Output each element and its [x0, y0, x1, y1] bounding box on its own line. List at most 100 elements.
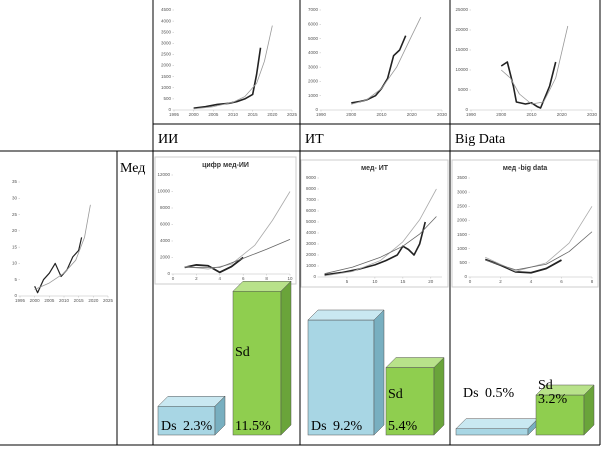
data-line: [34, 237, 83, 294]
data-line: [184, 256, 244, 274]
y-tick-label: 1000: [161, 85, 172, 90]
x-tick-label: 1990: [316, 112, 327, 117]
x-tick-label: 2015: [74, 298, 85, 303]
chart-frame: [451, 159, 599, 288]
y-tick-label: 10000: [157, 189, 170, 194]
bar-side: [280, 280, 292, 436]
x-tick-label: 0: [469, 279, 472, 284]
y-tick-label: 1500: [457, 232, 468, 237]
data-line: [324, 221, 427, 276]
data-line: [485, 206, 593, 272]
bar-value-label: 11.5%: [235, 419, 271, 434]
data-line: [500, 25, 569, 105]
y-tick-label: 3000: [457, 189, 468, 194]
y-tick-label: 0: [315, 107, 318, 112]
chart-frame: [300, 159, 449, 288]
column-label: ИИ: [158, 132, 178, 147]
bar-label: Sd: [388, 387, 403, 402]
x-tick-label: 6: [560, 279, 563, 284]
y-tick-label: 2000: [457, 218, 468, 223]
y-tick-label: 1500: [161, 74, 172, 79]
y-tick-label: 9000: [306, 175, 317, 180]
x-tick-label: 1995: [15, 298, 26, 303]
y-tick-label: 3000: [161, 41, 172, 46]
bar-side: [583, 384, 595, 436]
bar-top: [455, 418, 539, 429]
x-tick-label: 2030: [587, 112, 598, 117]
y-tick-label: 20: [12, 228, 18, 233]
chart-frame: [154, 156, 297, 285]
data-line: [184, 238, 291, 268]
y-tick-label: 4000: [306, 230, 317, 235]
y-tick-label: 1000: [308, 93, 319, 98]
bar-value-label: 9.2%: [333, 419, 363, 434]
x-tick-label: 2000: [189, 112, 200, 117]
y-tick-label: 10000: [455, 67, 468, 72]
data-line: [351, 35, 407, 104]
data-line: [184, 191, 291, 270]
x-tick-label: 2025: [103, 298, 114, 303]
bar-front: [157, 406, 216, 436]
chart-title: цифр мед-ИИ: [202, 162, 249, 169]
y-tick-label: 0: [464, 274, 467, 279]
bar-front: [232, 291, 282, 436]
row-label: Мед: [120, 161, 145, 176]
chart-title: мед- ИТ: [361, 165, 389, 172]
x-tick-label: 2010: [59, 298, 70, 303]
bar-value-label: 5.4%: [388, 419, 418, 434]
y-tick-label: 5000: [458, 87, 469, 92]
y-tick-label: 3500: [161, 29, 172, 34]
y-tick-label: 1000: [457, 246, 468, 251]
data-line: [193, 47, 262, 110]
x-tick-label: 2010: [228, 112, 239, 117]
y-tick-label: 2500: [161, 52, 172, 57]
y-tick-label: 12000: [157, 172, 170, 177]
y-tick-label: 5: [14, 277, 17, 282]
y-tick-label: 15: [12, 244, 18, 249]
y-tick-label: 15000: [455, 47, 468, 52]
x-tick-label: 2030: [437, 112, 448, 117]
bar-top: [157, 396, 226, 407]
data-line: [351, 16, 422, 105]
data-line: [485, 231, 593, 271]
bar-label: Sd: [235, 345, 250, 360]
x-tick-label: 2010: [526, 112, 537, 117]
x-tick-label: 2020: [267, 112, 278, 117]
x-tick-label: 2020: [88, 298, 99, 303]
bar-label: Ds: [463, 386, 479, 401]
y-tick-label: 2000: [160, 255, 171, 260]
y-tick-label: 5000: [308, 36, 319, 41]
x-tick-label: 1990: [466, 112, 477, 117]
x-tick-label: 2005: [44, 298, 55, 303]
y-tick-label: 10: [12, 261, 18, 266]
y-tick-label: 0: [313, 274, 316, 279]
y-tick-label: 25000: [455, 7, 468, 12]
y-tick-label: 4500: [161, 7, 172, 12]
x-tick-label: 2015: [248, 112, 259, 117]
y-tick-label: 3000: [308, 64, 319, 69]
x-tick-label: 1995: [169, 112, 180, 117]
y-tick-label: 2000: [308, 79, 319, 84]
x-tick-label: 2010: [376, 112, 387, 117]
data-line: [193, 25, 273, 110]
data-line: [324, 216, 437, 275]
bar-value-label: 2.3%: [183, 419, 213, 434]
y-tick-label: 3000: [306, 241, 317, 246]
x-tick-label: 4: [219, 276, 222, 281]
data-line: [34, 204, 91, 290]
chart-title: мед -big data: [503, 165, 548, 172]
y-tick-label: 0: [14, 293, 17, 298]
bar-front: [385, 367, 435, 436]
y-tick-label: 7000: [308, 7, 319, 12]
y-tick-label: 2000: [161, 63, 172, 68]
y-tick-label: 6000: [308, 21, 319, 26]
bar-top: [307, 309, 385, 321]
bar-side: [214, 395, 226, 436]
x-tick-label: 10: [287, 276, 293, 281]
x-tick-label: 20: [428, 279, 434, 284]
x-tick-label: 2005: [208, 112, 219, 117]
x-tick-label: 2000: [30, 298, 41, 303]
bar-value-label: 0.5%: [485, 386, 515, 401]
